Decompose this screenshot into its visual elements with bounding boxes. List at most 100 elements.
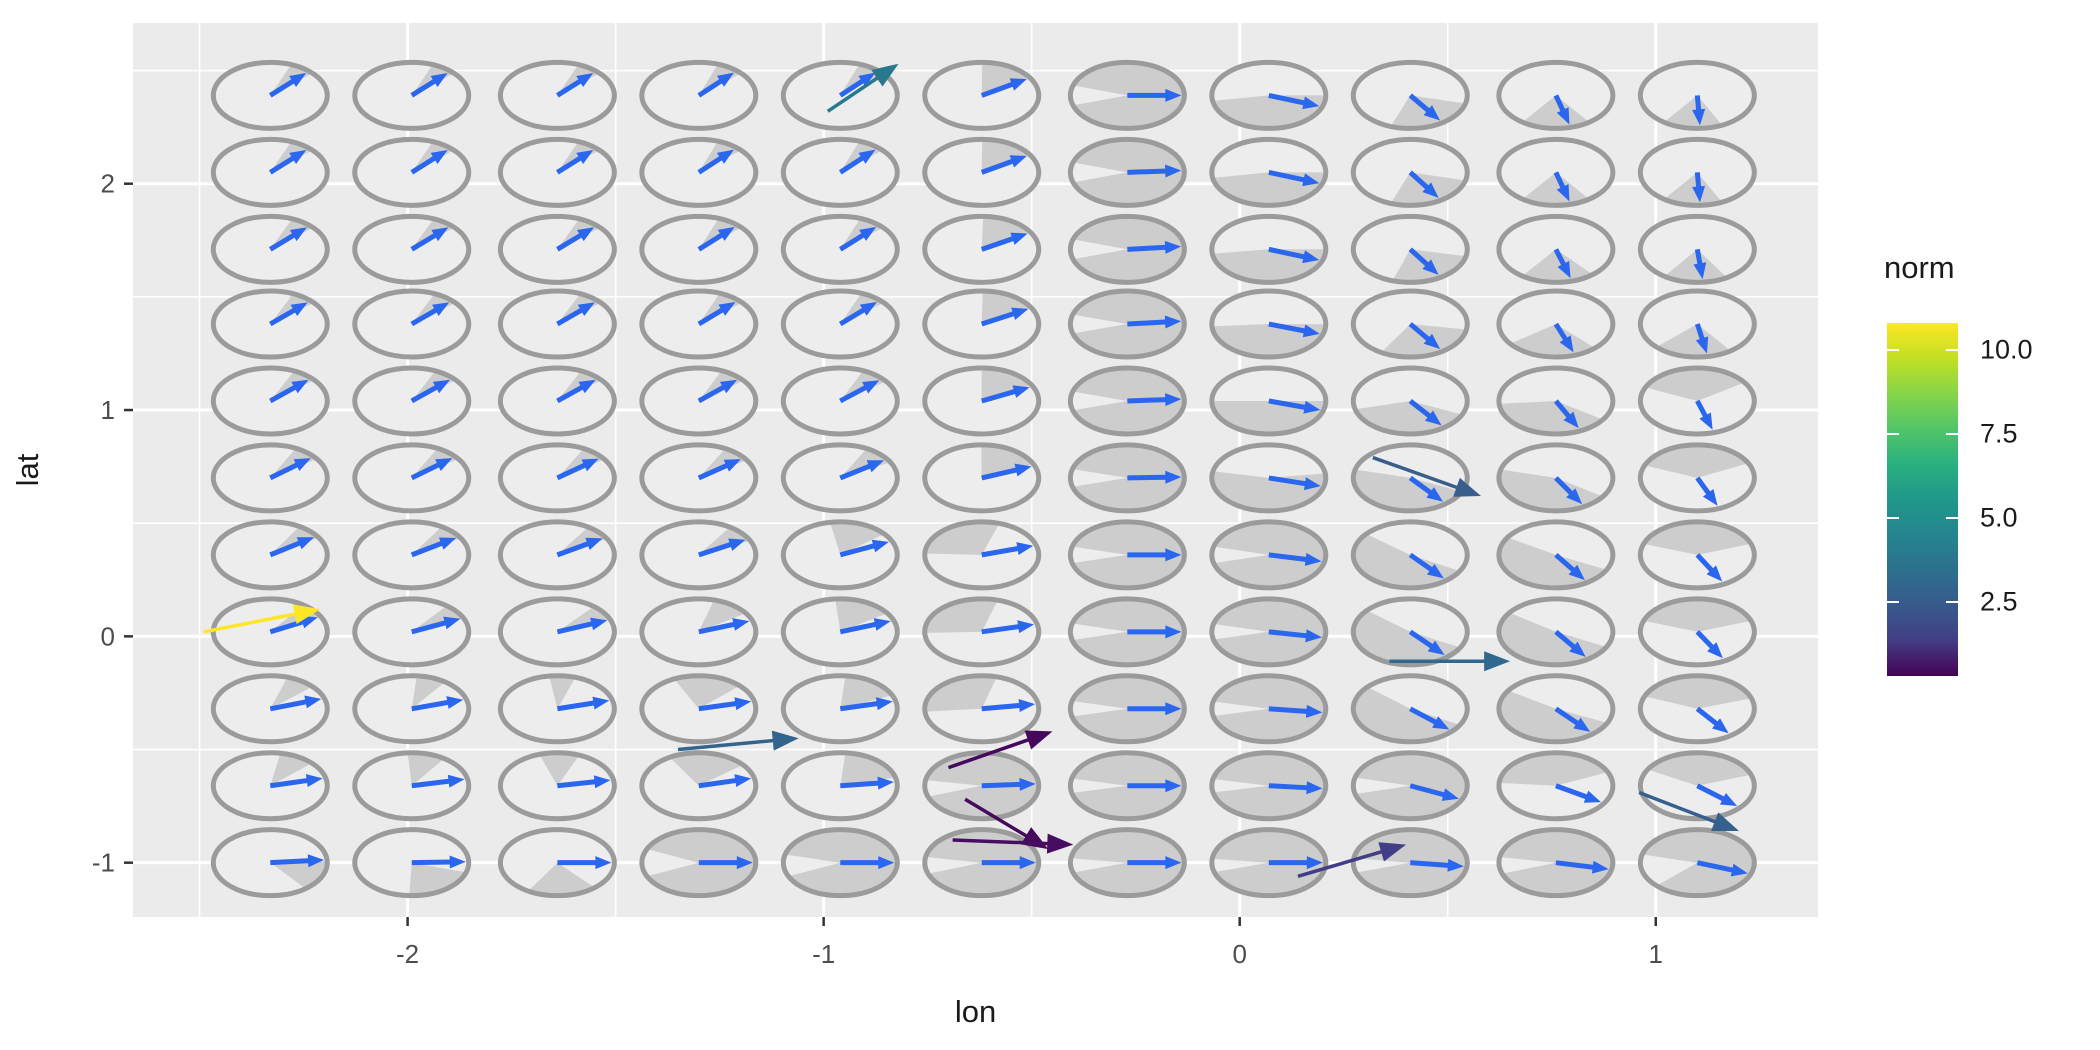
glyph-wedge	[835, 600, 886, 632]
glyph-outline	[1209, 59, 1329, 131]
glyph-wedge	[270, 755, 310, 786]
glyph-arrow-shaft	[1695, 706, 1720, 727]
glyph	[1209, 288, 1329, 360]
glyph-arrow-head	[1165, 393, 1182, 407]
glyph-arrow-shaft	[838, 232, 866, 252]
glyph-outline	[497, 288, 617, 360]
glyph-outline	[1067, 442, 1187, 514]
glyph-arrow-shaft	[556, 232, 584, 252]
glyph-arrow-head	[871, 539, 889, 553]
norm-arrow-shaft	[203, 612, 297, 634]
glyph-arrow-head	[1165, 470, 1182, 484]
glyph	[1067, 59, 1187, 131]
glyph-arrow-head	[1016, 542, 1034, 555]
glyph-arrow-shaft	[1408, 398, 1433, 419]
glyph-arrow-head	[1305, 704, 1323, 718]
glyph	[1067, 519, 1187, 591]
glyph-outline	[922, 750, 1042, 822]
glyph	[780, 596, 900, 668]
glyph	[497, 750, 617, 822]
glyph-outline	[1637, 213, 1757, 285]
glyph-arrow-shaft	[1409, 706, 1439, 726]
glyph	[1350, 827, 1470, 899]
glyph-outline	[1209, 442, 1329, 514]
glyph-outline	[1637, 519, 1757, 591]
glyph	[1350, 596, 1470, 668]
glyph	[210, 673, 330, 745]
glyph	[352, 442, 472, 514]
glyph-outline	[352, 442, 472, 514]
glyph-arrow-shaft	[1695, 476, 1712, 496]
glyph-arrow-head	[716, 72, 734, 87]
glyph	[639, 136, 759, 208]
glyph-outline	[1496, 442, 1616, 514]
glyph-arrow-head	[430, 73, 448, 87]
glyph	[352, 365, 472, 437]
glyph-outline	[639, 442, 759, 514]
glyph-arrow-shaft	[269, 540, 302, 558]
glyph-outline	[639, 288, 759, 360]
glyph-arrow-head	[858, 72, 876, 87]
glyph	[639, 596, 759, 668]
glyph-arrow-shaft	[410, 540, 445, 558]
glyph-arrow-head	[1583, 790, 1602, 803]
glyph-outline	[780, 288, 900, 360]
y-axis-title: lat	[10, 453, 45, 486]
glyph-outline	[1637, 288, 1757, 360]
y-tick-label: 0	[101, 621, 115, 651]
glyph-arrow-head	[576, 227, 595, 242]
glyph-wedge	[830, 523, 883, 555]
glyph-outline	[497, 136, 617, 208]
glyph	[210, 59, 330, 131]
glyph-arrow-head	[576, 73, 594, 87]
glyph-arrow-head	[577, 302, 595, 317]
glyph-outline	[639, 673, 759, 745]
glyph-arrow-shaft	[269, 384, 298, 404]
glyph-arrow-shaft	[1694, 172, 1702, 189]
glyph-arrow-shaft	[839, 700, 880, 712]
legend-tick-mark	[1887, 432, 1899, 435]
glyph-arrow-head	[878, 856, 895, 870]
glyph-outline	[1350, 136, 1470, 208]
glyph-arrow-head	[1423, 333, 1441, 350]
glyph-arrow-shaft	[981, 702, 1022, 712]
glyph-arrow-shaft	[981, 467, 1019, 481]
glyph-arrow-shaft	[269, 307, 297, 327]
glyph-arrow-head	[446, 696, 464, 709]
glyph-outline	[1067, 365, 1187, 437]
glyph-arrow-shaft	[410, 462, 441, 481]
norm-arrow-shaft	[826, 75, 880, 113]
glyph	[1209, 750, 1329, 822]
glyph-arrow-shaft	[1268, 629, 1309, 639]
glyph-arrow-head	[732, 618, 750, 631]
glyph-wedge	[270, 679, 311, 709]
glyph-wedge	[1646, 446, 1747, 478]
glyph-arrow-shaft	[410, 232, 438, 252]
glyph-outline	[1350, 827, 1470, 899]
glyph	[780, 59, 900, 131]
glyph-arrow-head	[1427, 640, 1445, 655]
glyph	[1496, 750, 1616, 822]
glyph-outline	[780, 596, 900, 668]
glyph-arrow-head	[728, 538, 746, 551]
glyph	[497, 136, 617, 208]
glyph-arrow-shaft	[268, 78, 296, 98]
glyph	[780, 750, 900, 822]
glyph-outline	[1067, 288, 1187, 360]
glyph-outline	[1350, 750, 1470, 822]
glyph-arrow-shaft	[1694, 95, 1702, 112]
glyph-arrow-shaft	[1408, 247, 1430, 268]
norm-arrow-head	[771, 730, 799, 751]
glyph-wedge	[1524, 95, 1588, 127]
glyph-arrow-head	[1693, 262, 1707, 280]
glyph-arrow-head	[1019, 856, 1036, 870]
norm-arrow	[947, 730, 1053, 770]
glyph-outline	[1496, 750, 1616, 822]
glyph-arrow-head	[595, 856, 612, 870]
glyph-arrow-head	[1306, 856, 1323, 870]
glyph-arrow-head	[1563, 411, 1579, 429]
glyph	[1209, 59, 1329, 131]
glyph-arrow-head	[1165, 625, 1182, 639]
glyph	[922, 59, 1042, 131]
glyph-arrow-shaft	[1408, 93, 1431, 114]
